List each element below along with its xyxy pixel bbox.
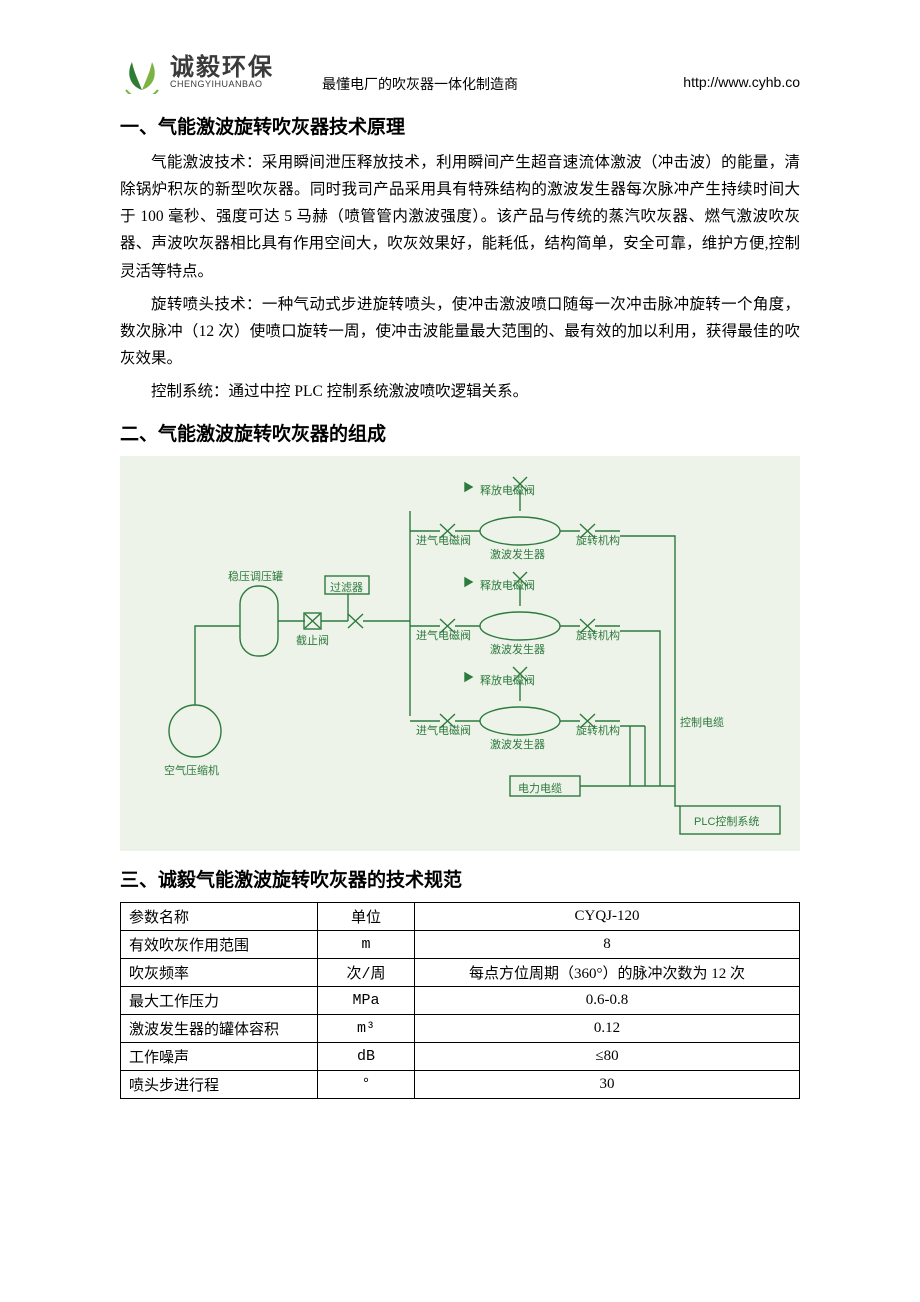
header: 诚毅环保 CHENGYIHUANBAO 最懂电厂的吹灰器一体化制造商 http:… [120, 50, 800, 94]
logo-en-text: CHENGYIHUANBAO [170, 80, 274, 89]
section-1-p2: 旋转喷头技术：一种气动式步进旋转喷头，使冲击激波喷口随每一次冲击脉冲旋转一个角度… [120, 291, 800, 372]
th-param: 参数名称 [121, 903, 318, 931]
lbl-gen-3: 激波发生器 [490, 736, 545, 752]
th-model: CYQJ-120 [415, 903, 800, 931]
cell-value: 0.6-0.8 [415, 987, 800, 1015]
lbl-plc: PLC控制系统 [694, 813, 759, 829]
cell-value: 0.12 [415, 1015, 800, 1043]
cell-unit: dB [318, 1043, 415, 1071]
table-row: 有效吹灰作用范围m8 [121, 931, 800, 959]
lbl-rot-2: 旋转机构 [576, 627, 620, 643]
th-unit: 单位 [318, 903, 415, 931]
lbl-rot-3: 旋转机构 [576, 722, 620, 738]
system-diagram: 空气压缩机 稳压调压罐 过滤器 截止阀 进气电磁阀 释放电磁阀 激波发生器 旋转… [120, 456, 800, 851]
lbl-release-1: 释放电磁阀 [480, 482, 535, 498]
cell-unit: m³ [318, 1015, 415, 1043]
section-2-title: 二、气能激波旋转吹灰器的组成 [120, 419, 800, 446]
section-1-title: 一、气能激波旋转吹灰器技术原理 [120, 112, 800, 139]
lbl-release-3: 释放电磁阀 [480, 672, 535, 688]
lbl-inlet-3: 进气电磁阀 [416, 722, 471, 738]
leaf-logo-icon [120, 50, 164, 94]
cell-value: ≤80 [415, 1043, 800, 1071]
document-page: 诚毅环保 CHENGYIHUANBAO 最懂电厂的吹灰器一体化制造商 http:… [0, 0, 920, 1139]
lbl-ctrl-cable: 控制电缆 [680, 714, 724, 730]
cell-param: 喷头步进行程 [121, 1071, 318, 1099]
table-row: 工作噪声dB≤80 [121, 1043, 800, 1071]
cell-value: 每点方位周期（360°）的脉冲次数为 12 次 [415, 959, 800, 987]
lbl-filter: 过滤器 [330, 579, 363, 595]
lbl-release-2: 释放电磁阀 [480, 577, 535, 593]
cell-param: 吹灰频率 [121, 959, 318, 987]
lbl-inlet-2: 进气电磁阀 [416, 627, 471, 643]
lbl-tank: 稳压调压罐 [228, 568, 283, 584]
cell-unit: m [318, 931, 415, 959]
section-1-p3: 控制系统：通过中控 PLC 控制系统激波喷吹逻辑关系。 [120, 378, 800, 405]
spec-table: 参数名称 单位 CYQJ-120 有效吹灰作用范围m8吹灰频率次/周每点方位周期… [120, 902, 800, 1099]
table-row: 喷头步进行程°30 [121, 1071, 800, 1099]
cell-unit: ° [318, 1071, 415, 1099]
cell-param: 最大工作压力 [121, 987, 318, 1015]
cell-param: 有效吹灰作用范围 [121, 931, 318, 959]
cell-unit: MPa [318, 987, 415, 1015]
cell-value: 30 [415, 1071, 800, 1099]
cell-param: 工作噪声 [121, 1043, 318, 1071]
logo-cn-text: 诚毅环保 [170, 55, 274, 80]
cell-value: 8 [415, 931, 800, 959]
table-row: 激波发生器的罐体容积m³0.12 [121, 1015, 800, 1043]
table-header-row: 参数名称 单位 CYQJ-120 [121, 903, 800, 931]
lbl-gen-1: 激波发生器 [490, 546, 545, 562]
lbl-gen-2: 激波发生器 [490, 641, 545, 657]
logo: 诚毅环保 CHENGYIHUANBAO [120, 50, 274, 94]
header-url[interactable]: http://www.cyhb.co [683, 74, 800, 94]
header-tagline: 最懂电厂的吹灰器一体化制造商 [322, 74, 518, 94]
table-row: 最大工作压力MPa0.6-0.8 [121, 987, 800, 1015]
lbl-rot-1: 旋转机构 [576, 532, 620, 548]
table-row: 吹灰频率次/周每点方位周期（360°）的脉冲次数为 12 次 [121, 959, 800, 987]
cell-unit: 次/周 [318, 959, 415, 987]
section-1-p1: 气能激波技术：采用瞬间泄压释放技术，利用瞬间产生超音速流体激波（冲击波）的能量，… [120, 149, 800, 285]
section-3-title: 三、诚毅气能激波旋转吹灰器的技术规范 [120, 865, 800, 892]
cell-param: 激波发生器的罐体容积 [121, 1015, 318, 1043]
lbl-inlet-1: 进气电磁阀 [416, 532, 471, 548]
lbl-stopvalve: 截止阀 [296, 632, 329, 648]
lbl-compressor: 空气压缩机 [164, 762, 219, 778]
lbl-power-cable: 电力电缆 [518, 780, 562, 796]
diagram-svg [120, 456, 800, 851]
